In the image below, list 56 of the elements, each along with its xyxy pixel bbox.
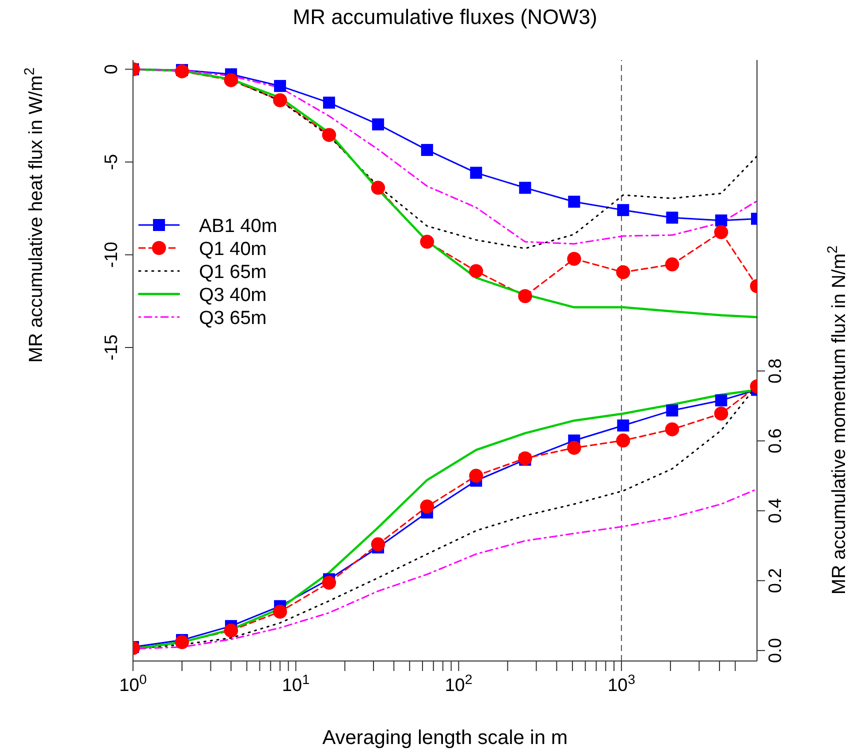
point [715, 214, 728, 226]
point [273, 604, 288, 619]
x-axis-title: Averaging length scale in m [322, 727, 568, 749]
x-tick-label: 10$^{3}$ [608, 672, 636, 695]
point [420, 500, 434, 514]
chart-title: MR accumulative fluxes (NOW3) [292, 6, 598, 29]
legend-label: Q3 65m [199, 308, 267, 329]
point [371, 180, 386, 195]
point [323, 96, 336, 109]
point [322, 576, 336, 590]
point [715, 394, 728, 406]
point [421, 144, 434, 156]
point [567, 252, 582, 266]
point [666, 212, 678, 224]
y-tick-label: -5 [101, 154, 121, 170]
point [617, 204, 630, 216]
x-tick-label: 10$^{1}$ [282, 672, 310, 695]
point [274, 80, 286, 92]
point [469, 468, 484, 483]
point [175, 635, 190, 650]
point [567, 440, 582, 455]
y2-tick-label: 0.4 [765, 498, 785, 524]
point [469, 264, 484, 278]
point [470, 166, 482, 179]
point [714, 406, 728, 421]
point [371, 537, 386, 552]
legend-label: AB1 40m [199, 216, 278, 237]
y2-tick-label: 0.8 [765, 358, 785, 384]
point [665, 257, 680, 272]
point [616, 265, 630, 280]
point [616, 434, 630, 448]
point [518, 289, 532, 304]
y-tick-label: 0 [101, 64, 121, 74]
point [617, 419, 630, 432]
point [714, 225, 728, 240]
y2-tick-label: 0.6 [765, 428, 785, 454]
legend-label: Q3 40m [199, 285, 267, 306]
x-tick-label: 10$^{2}$ [444, 672, 472, 695]
y2-tick-label: 0.2 [765, 568, 785, 594]
point [420, 234, 434, 249]
y-tick-label: -15 [101, 334, 121, 361]
point [273, 93, 288, 108]
point [568, 196, 580, 208]
point [224, 73, 238, 88]
point [518, 451, 532, 466]
point [372, 118, 384, 130]
point [665, 422, 680, 436]
point [224, 624, 238, 638]
y-tick-label: -10 [101, 242, 121, 268]
y2-tick-label: 0.0 [765, 638, 785, 664]
point [322, 128, 336, 142]
legend-label: Q1 65m [199, 262, 267, 283]
legend-label: Q1 40m [199, 239, 267, 260]
point [519, 182, 532, 194]
x-tick-label: 10$^{0}$ [119, 672, 147, 695]
point [666, 404, 678, 416]
